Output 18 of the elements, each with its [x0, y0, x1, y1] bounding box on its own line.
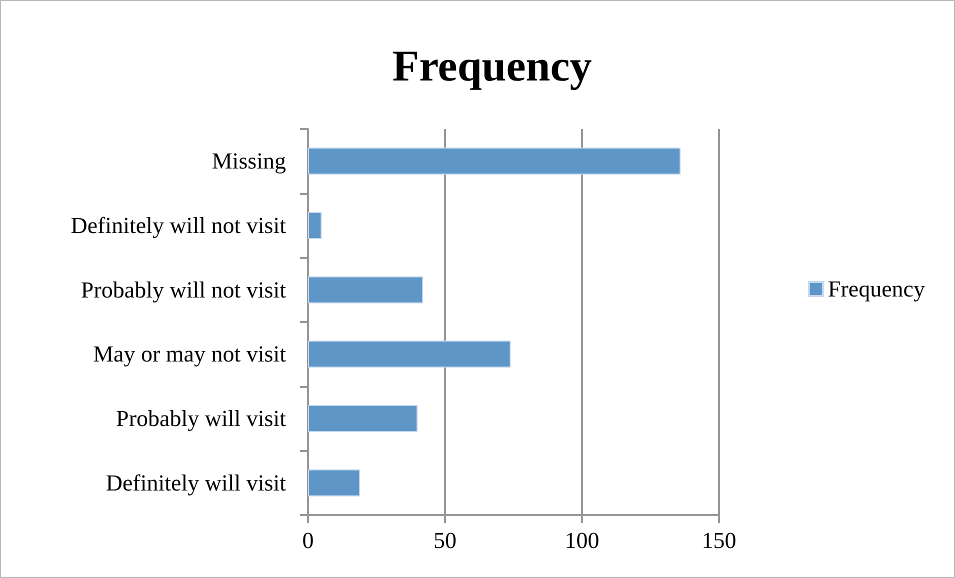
y-tick-label: May or may not visit [93, 342, 287, 367]
y-tick-label: Definitely will visit [106, 470, 287, 496]
x-tick-label: 0 [302, 528, 314, 553]
bar [308, 276, 424, 304]
x-tick-label: 50 [434, 528, 456, 553]
bar [308, 148, 681, 175]
chart-title: Frequency [392, 42, 592, 90]
legend-label: Frequency [828, 276, 926, 302]
bar [308, 404, 418, 432]
x-tick-label: 150 [702, 528, 736, 553]
bar [308, 469, 360, 496]
y-tick-label: Probably will not visit [80, 277, 287, 302]
y-tick-label: Definitely will not visit [70, 213, 287, 238]
bar [308, 340, 511, 368]
bar [308, 212, 322, 240]
x-tick-label: 100 [564, 528, 600, 553]
y-tick-label: Probably will visit [116, 406, 287, 431]
y-tick-label: Missing [212, 148, 286, 174]
